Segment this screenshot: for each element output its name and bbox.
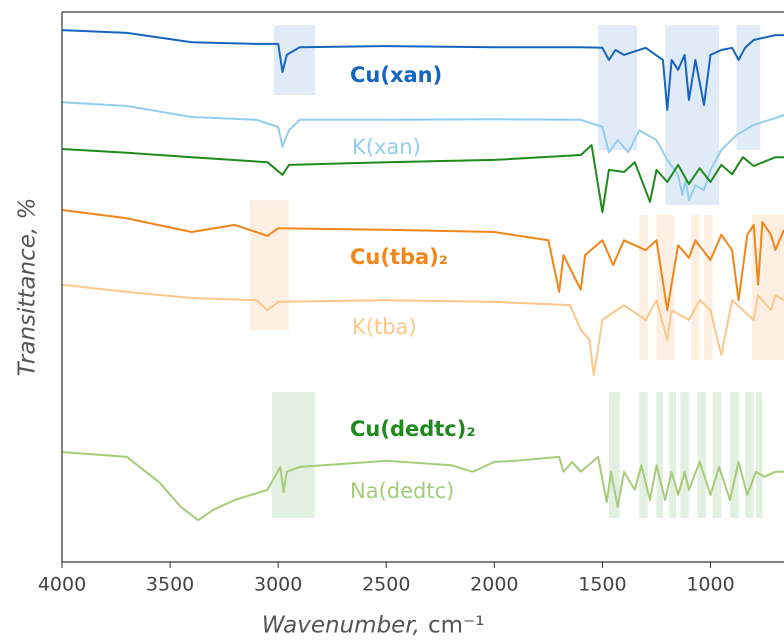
spectrum-line xyxy=(62,451,784,522)
series-label: K(tba) xyxy=(352,315,417,339)
highlight-band xyxy=(639,214,648,361)
x-tick-label: 3000 xyxy=(254,574,302,596)
highlight-band xyxy=(712,392,722,518)
highlight-band xyxy=(751,214,784,361)
highlight-band xyxy=(691,214,700,361)
x-tick-label: 3500 xyxy=(146,574,194,596)
x-axis-unit: cm⁻¹ xyxy=(428,613,484,639)
highlight-band xyxy=(697,392,707,518)
highlight-band xyxy=(250,200,289,330)
highlight-band xyxy=(680,392,689,518)
spectrum-line xyxy=(62,283,784,376)
highlight-band xyxy=(639,392,648,518)
x-tick-label: 2500 xyxy=(362,574,410,596)
highlight-band xyxy=(736,25,761,151)
highlight-band xyxy=(755,392,763,518)
spectrum-line xyxy=(62,101,784,202)
x-tick-label: 2000 xyxy=(470,574,518,596)
series-label: Na(dedtc) xyxy=(350,479,454,503)
series-label: Cu(xan) xyxy=(350,63,442,87)
highlight-band xyxy=(271,392,315,518)
highlight-band xyxy=(598,25,638,151)
x-tick-label: 4000 xyxy=(38,574,86,596)
x-axis-label: Wavenumber, xyxy=(262,613,420,639)
spectrum-line xyxy=(62,29,784,111)
series-label: K(xan) xyxy=(352,135,421,159)
x-tick-label: 1500 xyxy=(578,574,626,596)
spectrum-line xyxy=(62,144,784,214)
y-axis-label: Transittance, % xyxy=(15,198,41,377)
x-tick-label: 1000 xyxy=(686,574,734,596)
highlight-band xyxy=(669,392,676,518)
highlight-band xyxy=(745,392,754,518)
highlight-band xyxy=(608,392,620,518)
spectrum-line xyxy=(62,209,784,312)
highlight-band xyxy=(704,214,713,361)
series-label: Cu(dedtc)₂ xyxy=(350,417,476,441)
highlight-band xyxy=(729,392,739,518)
series-label: Cu(tba)₂ xyxy=(350,245,448,269)
highlight-band xyxy=(656,392,663,518)
